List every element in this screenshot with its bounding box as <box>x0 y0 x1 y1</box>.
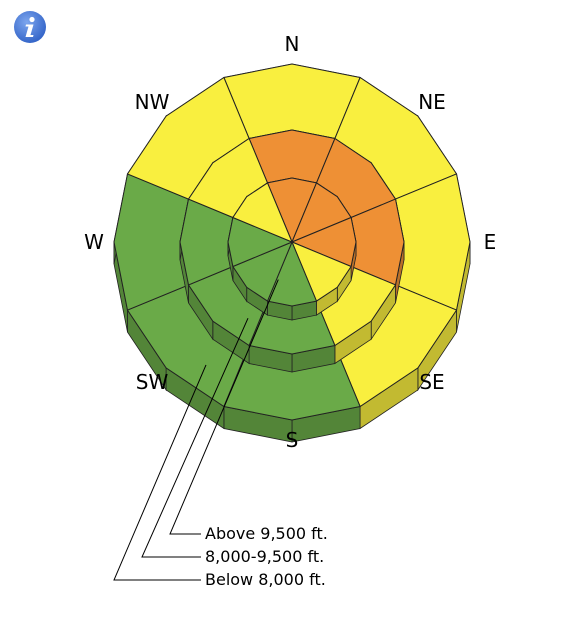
direction-label-ne: NE <box>418 90 446 114</box>
leader-line-lower <box>113 364 207 581</box>
leader-line-middle <box>141 317 249 558</box>
direction-label-nw: NW <box>135 90 170 114</box>
sector-upper-nw[interactable] <box>232 182 293 243</box>
leader-line-upper <box>169 279 279 535</box>
direction-label-se: SE <box>419 370 444 394</box>
direction-label-sw: SW <box>136 370 169 394</box>
info-icon[interactable] <box>13 10 47 44</box>
elevation-label-middle: 8,000-9,500 ft. <box>205 547 324 566</box>
elevation-label-lower: Below 8,000 ft. <box>205 570 326 589</box>
direction-label-w: W <box>84 230 104 254</box>
band-lower <box>113 63 471 443</box>
direction-label-e: E <box>484 230 497 254</box>
direction-label-s: S <box>286 428 299 452</box>
elevation-label-upper: Above 9,500 ft. <box>205 524 328 543</box>
band-upper <box>227 177 357 321</box>
direction-label-n: N <box>285 32 300 56</box>
